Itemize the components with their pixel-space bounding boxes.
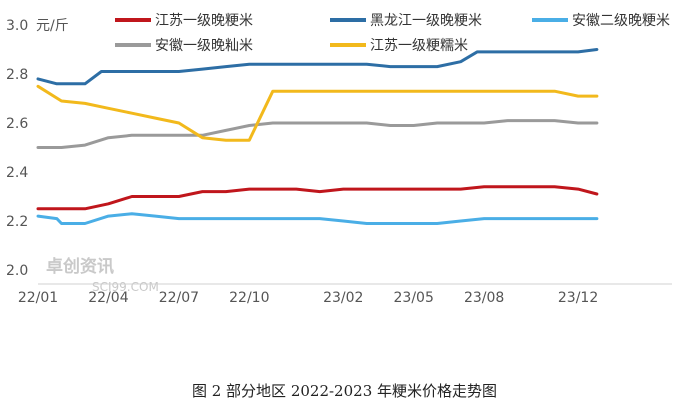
x-tick-label: 23/05: [394, 290, 434, 306]
series-line-2: [36, 48, 599, 86]
y-tick-label: 3.0: [6, 18, 28, 34]
watermark-text: 卓创资讯: [46, 256, 114, 277]
series-line-4: [36, 119, 599, 149]
x-tick-label: 22/10: [229, 290, 269, 306]
y-axis: 3.0 元/斤 2.8 2.6 2.4 2.2 2.0: [6, 18, 69, 279]
series-line-1: [36, 185, 599, 211]
x-tick-label: 23/02: [323, 290, 363, 306]
y-tick-label: 2.6: [6, 116, 28, 132]
x-tick-label: 22/07: [159, 290, 199, 306]
series-lines: [36, 48, 599, 225]
x-tick-label: 22/04: [88, 290, 128, 306]
y-tick-label: 2.4: [6, 165, 28, 181]
y-tick-label: 2.8: [6, 67, 28, 83]
y-tick-label: 2.2: [6, 214, 28, 230]
legend-label: 安徽二级晚粳米: [572, 13, 670, 29]
legend-label: 黑龙江一级晚粳米: [370, 13, 482, 29]
y-tick-label: 2.0: [6, 263, 28, 279]
x-tick-label: 22/01: [18, 290, 58, 306]
legend-label: 安徽一级晚籼米: [155, 38, 253, 54]
x-axis: 22/01 22/04 22/07 22/10 23/02 23/05 23/08 23/12: [18, 283, 672, 306]
legend-label: 江苏一级晚粳米: [155, 13, 253, 29]
y-unit-label: 元/斤: [36, 18, 69, 34]
series-line-5: [36, 84, 599, 142]
x-tick-label: 23/08: [464, 290, 504, 306]
figure-caption: 图 2 部分地区 2022-2023 年粳米价格走势图: [191, 382, 498, 400]
x-tick-label: 23/12: [558, 290, 598, 306]
legend-label: 江苏一级粳糯米: [370, 38, 468, 54]
series-line-3: [36, 212, 599, 225]
